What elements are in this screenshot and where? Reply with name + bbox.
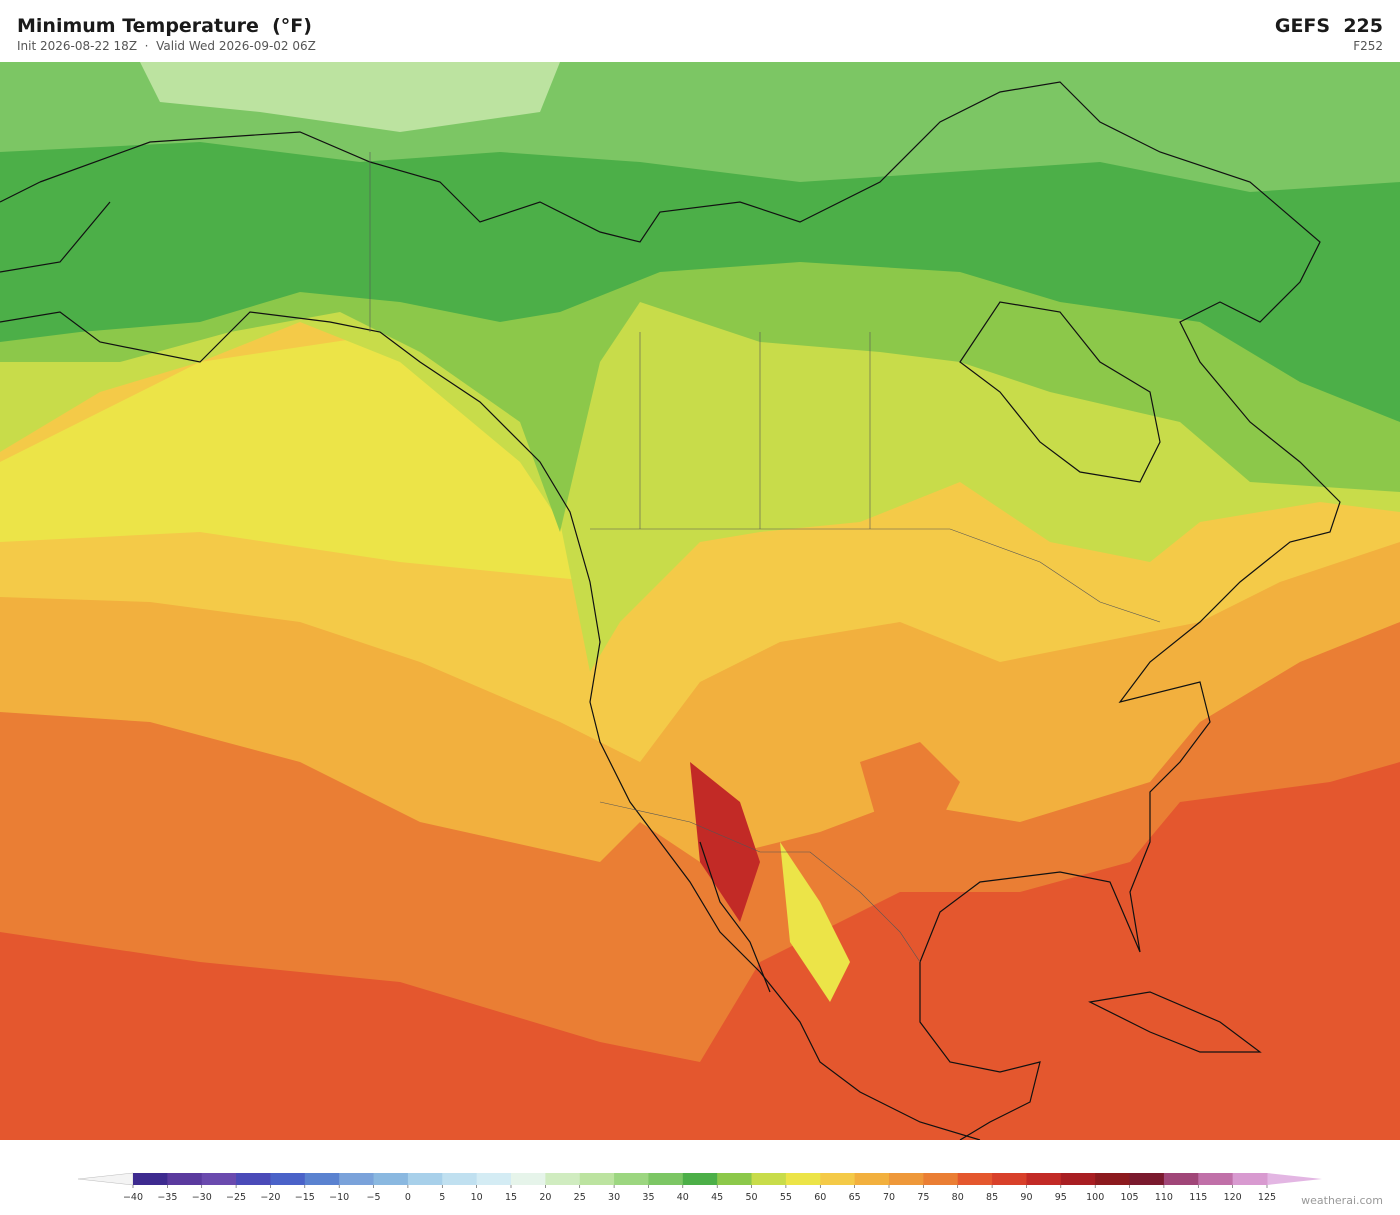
tick-label: 35	[642, 1192, 654, 1203]
tick-label: −35	[157, 1192, 177, 1203]
subtitle: Init 2026-08-22 18Z · Valid Wed 2026-09-…	[17, 39, 316, 53]
watermark: weatherai.com	[1301, 1194, 1383, 1207]
colorbar-segment	[957, 1173, 993, 1185]
colorbar-segment	[1198, 1173, 1234, 1185]
tick-label: −40	[123, 1192, 143, 1203]
colorbar-segment	[201, 1173, 237, 1185]
colorbar-segment	[373, 1173, 409, 1185]
field	[140, 62, 560, 132]
tick-label: 45	[711, 1192, 723, 1203]
tick-label: 90	[1020, 1192, 1032, 1203]
tick-label: 25	[574, 1192, 586, 1203]
colorbar-segment	[511, 1173, 546, 1185]
colorbar-segment	[304, 1173, 340, 1185]
colorbar-segment	[545, 1173, 581, 1185]
colorbar-segment	[1129, 1173, 1165, 1185]
colorbar-segment	[854, 1173, 890, 1185]
forecast-hour: F252	[1353, 39, 1383, 53]
colorbar-segment	[476, 1173, 512, 1185]
tick-label: 55	[780, 1192, 792, 1203]
tick-label: 65	[849, 1192, 861, 1203]
colorbar-segment	[270, 1173, 306, 1185]
tick-label: 30	[608, 1192, 620, 1203]
colorbar: weatherai.com −40 −35 −30 −25 −20 −15 −10 −5 0 5 1…	[77, 1172, 1383, 1207]
colorbar-segment	[614, 1173, 649, 1185]
colorbar-segment	[1026, 1173, 1062, 1185]
tick-label: 115	[1189, 1192, 1207, 1203]
colorbar-segment	[992, 1173, 1027, 1185]
colorbar-segment	[889, 1173, 924, 1185]
tick-label: 10	[471, 1192, 483, 1203]
tick-label: 40	[677, 1192, 689, 1203]
tick-label: 70	[883, 1192, 895, 1203]
colorbar-segment	[339, 1173, 375, 1185]
colorbar-segment	[236, 1173, 271, 1185]
colorbar-segment	[923, 1173, 959, 1185]
model-name: GEFS 225	[1274, 15, 1383, 37]
colorbar-segment	[442, 1173, 478, 1185]
tick-label: 95	[1055, 1192, 1067, 1203]
colorbar-segment	[751, 1173, 787, 1185]
tick-label: −30	[192, 1192, 212, 1203]
tick-label: 125	[1258, 1192, 1276, 1203]
colorbar-segment	[1060, 1173, 1096, 1185]
tick-label: 0	[405, 1192, 411, 1203]
map	[0, 62, 1400, 1140]
tick-label: −10	[329, 1192, 349, 1203]
tick-label: 20	[539, 1192, 551, 1203]
tick-label: 80	[952, 1192, 964, 1203]
tick-label: −20	[260, 1192, 280, 1203]
tick-label: −15	[295, 1192, 315, 1203]
title: Minimum Temperature (°F)	[17, 15, 312, 37]
tick-label: 100	[1086, 1192, 1104, 1203]
tick-label: 110	[1155, 1192, 1173, 1203]
colorbar-segment	[1095, 1173, 1131, 1185]
colorbar-segment	[133, 1173, 168, 1185]
colorbar-segment	[717, 1173, 753, 1185]
field	[780, 842, 850, 1002]
colorbar-segment	[1232, 1173, 1268, 1185]
colorbar-segment	[1163, 1173, 1199, 1185]
tick-label: −25	[226, 1192, 246, 1203]
tick-label: 15	[505, 1192, 517, 1203]
field	[860, 742, 960, 832]
coastline	[0, 81, 1341, 1140]
colorbar-segment	[820, 1173, 856, 1185]
header: Minimum Temperature (°F) Init 2026-08-22…	[0, 0, 1400, 62]
colorbar-segment	[785, 1173, 821, 1185]
tick-label: 85	[986, 1192, 998, 1203]
borders	[369, 152, 1161, 963]
colorbar-segment	[407, 1173, 443, 1185]
colorbar-segment	[648, 1173, 684, 1185]
tick-label: 120	[1224, 1192, 1242, 1203]
tick-label: 5	[439, 1192, 445, 1203]
tick-label: 105	[1120, 1192, 1138, 1203]
tick-label: 50	[745, 1192, 757, 1203]
tick-label: −5	[367, 1192, 381, 1203]
colorbar-segment	[682, 1173, 718, 1185]
colorbar-segment	[579, 1173, 615, 1185]
colorbar-over	[1267, 1173, 1322, 1185]
colorbar-segment	[167, 1173, 203, 1185]
colorbar-under	[77, 1172, 134, 1186]
tick-label: 60	[814, 1192, 826, 1203]
tick-label: 75	[917, 1192, 929, 1203]
field	[690, 762, 760, 922]
